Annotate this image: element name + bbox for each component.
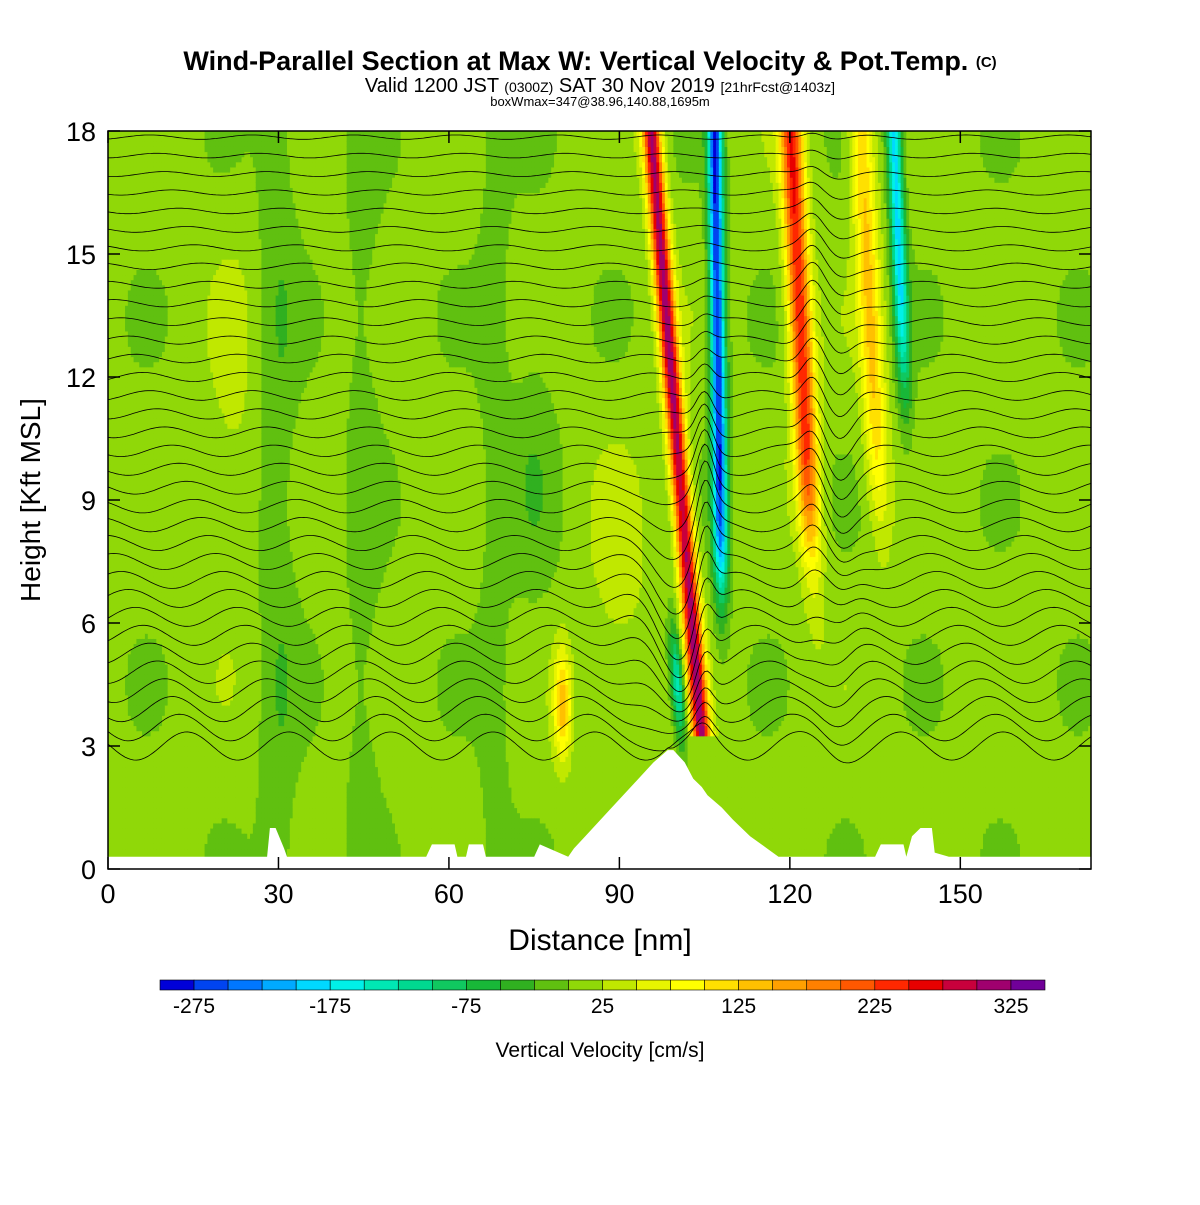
chart-svg: Wind-Parallel Section at Max W: Vertical… bbox=[0, 0, 1200, 1200]
chart-title-mark: (C) bbox=[976, 54, 997, 71]
chart-subtitle-box: boxWmax=347@38.96,140.88,1695m bbox=[490, 94, 710, 109]
chart-figure: Wind-Parallel Section at Max W: Vertical… bbox=[0, 0, 1200, 1200]
plot-area bbox=[108, 131, 1092, 870]
chart-title: Wind-Parallel Section at Max W: Vertical… bbox=[183, 46, 996, 76]
